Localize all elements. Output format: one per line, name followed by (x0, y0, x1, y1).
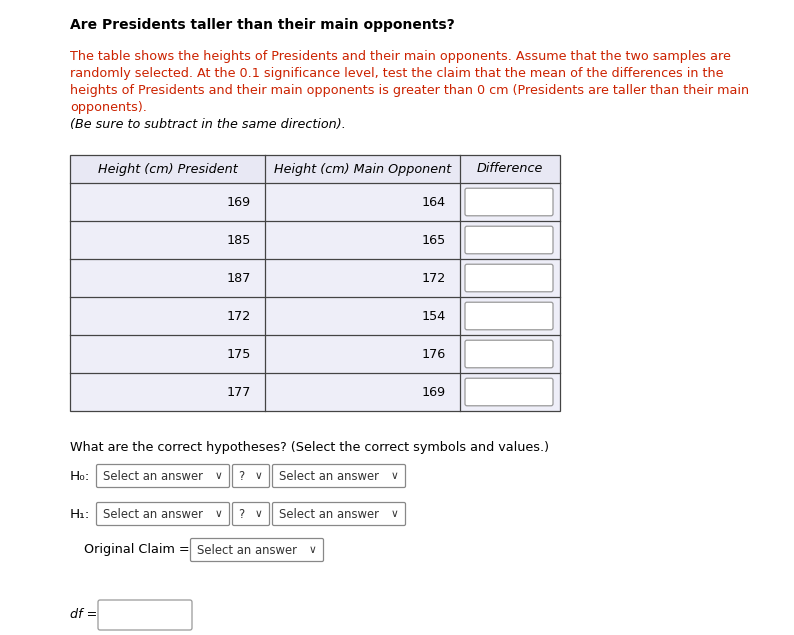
Text: H₁:: H₁: (70, 507, 91, 521)
FancyBboxPatch shape (233, 502, 269, 526)
Text: randomly selected. At the 0.1 significance level, test the claim that the mean o: randomly selected. At the 0.1 significan… (70, 67, 723, 80)
FancyBboxPatch shape (465, 264, 553, 291)
Text: 172: 172 (422, 272, 446, 284)
Text: 165: 165 (422, 234, 446, 246)
Text: Select an answer: Select an answer (279, 469, 379, 483)
Text: Original Claim =: Original Claim = (84, 544, 190, 556)
Text: ∨: ∨ (308, 545, 316, 555)
Text: 169: 169 (422, 385, 446, 399)
Bar (70, 155, 560, 411)
Bar (70, 183, 560, 221)
Text: What are the correct hypotheses? (Select the correct symbols and values.): What are the correct hypotheses? (Select… (70, 441, 549, 454)
Text: heights of Presidents and their main opponents is greater than 0 cm (Presidents : heights of Presidents and their main opp… (70, 84, 749, 97)
Bar (70, 155, 560, 183)
FancyBboxPatch shape (97, 502, 229, 526)
Text: ∨: ∨ (390, 471, 398, 481)
Text: Height (cm) Main Opponent: Height (cm) Main Opponent (274, 163, 451, 175)
Text: 164: 164 (422, 196, 446, 208)
FancyBboxPatch shape (465, 302, 553, 330)
FancyBboxPatch shape (465, 188, 553, 216)
FancyBboxPatch shape (97, 464, 229, 488)
Text: The table shows the heights of Presidents and their main opponents. Assume that : The table shows the heights of President… (70, 50, 730, 63)
FancyBboxPatch shape (272, 464, 406, 488)
Text: Are Presidents taller than their main opponents?: Are Presidents taller than their main op… (70, 18, 455, 32)
Text: 169: 169 (227, 196, 251, 208)
FancyBboxPatch shape (98, 600, 192, 630)
Bar (70, 259, 560, 297)
FancyBboxPatch shape (465, 378, 553, 406)
Text: ∨: ∨ (214, 471, 222, 481)
Text: ∨: ∨ (255, 509, 263, 519)
Text: Difference: Difference (477, 163, 543, 175)
FancyBboxPatch shape (465, 340, 553, 368)
Text: 175: 175 (226, 347, 251, 361)
Text: opponents).: opponents). (70, 101, 147, 114)
Text: ?: ? (238, 469, 244, 483)
Text: 185: 185 (226, 234, 251, 246)
Text: 176: 176 (422, 347, 446, 361)
Text: Select an answer: Select an answer (279, 507, 379, 521)
Bar (70, 221, 560, 259)
Text: ∨: ∨ (214, 509, 222, 519)
Text: ∨: ∨ (390, 509, 398, 519)
Bar (70, 297, 560, 335)
Text: H₀:: H₀: (70, 469, 91, 483)
Text: (Be sure to subtract in the same direction).: (Be sure to subtract in the same directi… (70, 118, 345, 131)
FancyBboxPatch shape (465, 226, 553, 254)
Bar (70, 373, 560, 411)
Text: Select an answer: Select an answer (103, 469, 203, 483)
Text: Select an answer: Select an answer (103, 507, 203, 521)
Text: 154: 154 (422, 309, 446, 323)
Text: ∨: ∨ (255, 471, 263, 481)
FancyBboxPatch shape (191, 538, 323, 561)
Text: 187: 187 (226, 272, 251, 284)
Text: df =: df = (70, 608, 97, 622)
Text: Height (cm) President: Height (cm) President (98, 163, 237, 175)
FancyBboxPatch shape (233, 464, 269, 488)
FancyBboxPatch shape (272, 502, 406, 526)
Text: ?: ? (238, 507, 244, 521)
Bar (70, 335, 560, 373)
Text: 172: 172 (227, 309, 251, 323)
Text: Select an answer: Select an answer (197, 544, 297, 556)
Text: 177: 177 (226, 385, 251, 399)
